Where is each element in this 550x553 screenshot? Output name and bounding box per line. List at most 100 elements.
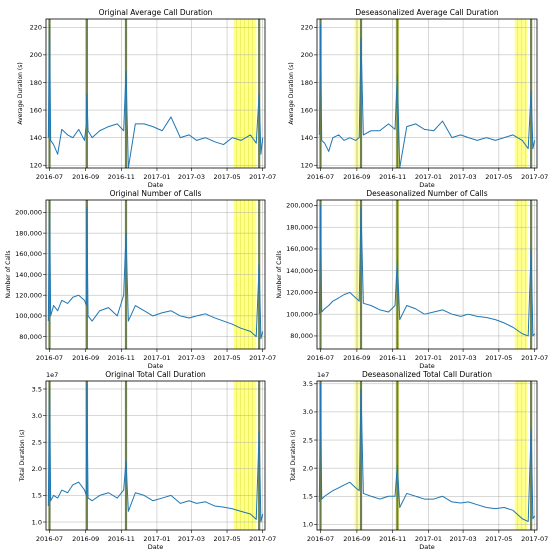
y-tick-label: 200 xyxy=(30,51,42,59)
y-tick-label: 220 xyxy=(30,24,42,32)
series-line xyxy=(47,201,264,340)
chart-title: Deseasonalized Total Call Duration xyxy=(362,370,492,379)
x-tick-label: 2017-05 xyxy=(485,354,512,362)
x-tick-label: 2016-07 xyxy=(307,354,334,362)
y-tick-label: 100,000 xyxy=(15,312,42,320)
y-tick-label: 3.5 xyxy=(303,380,313,388)
x-tick-label: 2017-05 xyxy=(485,173,512,181)
chart-panel-3: 2016-07 2016-09 2016-11 2017-01 2017-03 2017-… xyxy=(5,189,276,370)
x-tick-label: 2017-07 xyxy=(249,354,276,362)
y-tick-label: 2.0 xyxy=(32,465,42,473)
x-tick-label: 2016-11 xyxy=(379,354,406,362)
chart-title: Original Total Call Duration xyxy=(105,370,206,379)
x-tick-label: 2017-05 xyxy=(485,535,512,543)
x-tick-label: 2017-03 xyxy=(178,535,205,543)
y-axis-label: Total Duration (s) xyxy=(19,430,26,483)
x-tick-label: 2016-07 xyxy=(307,173,334,181)
series-line xyxy=(318,383,536,523)
highlight-band xyxy=(514,381,528,530)
x-tick-label: 2017-01 xyxy=(143,173,170,181)
highlight-band xyxy=(233,381,257,530)
y-tick-label: 1.0 xyxy=(303,521,313,529)
y-tick-label: 120,000 xyxy=(286,289,313,297)
x-tick-label: 2016-07 xyxy=(307,535,334,543)
y-tick-label: 140 xyxy=(30,134,42,142)
chart-panel-6: 2016-07 2016-09 2016-11 2017-01 2017-03 2017-… xyxy=(290,370,548,551)
x-tick-label: 2016-09 xyxy=(72,354,99,362)
y-tick-label: 180 xyxy=(30,79,42,87)
x-tick-label: 2017-07 xyxy=(521,354,548,362)
chart-panel-1: 2016-07 2016-09 2016-11 2017-01 2017-03 2017-… xyxy=(17,8,276,189)
series-line xyxy=(318,204,536,337)
x-tick-label: 2016-09 xyxy=(72,535,99,543)
y-tick-label: 220 xyxy=(301,24,313,32)
x-tick-label: 2017-05 xyxy=(213,173,240,181)
x-tick-label: 2017-01 xyxy=(143,535,170,543)
x-tick-label: 2017-03 xyxy=(449,354,476,362)
chart-title: Deseasonalized Number of Calls xyxy=(366,189,487,198)
y-tick-label: 1.5 xyxy=(32,492,42,500)
y-tick-label: 3.5 xyxy=(32,385,42,393)
x-tick-label: 2017-05 xyxy=(213,535,240,543)
x-tick-label: 2016-07 xyxy=(36,173,63,181)
chart-panel-4: 2016-07 2016-09 2016-11 2017-01 2017-03 2017-… xyxy=(276,189,548,370)
y-tick-label: 180,000 xyxy=(286,223,313,231)
y-tick-label: 120 xyxy=(301,162,313,170)
chart-panel-2: 2016-07 2016-09 2016-11 2017-01 2017-03 2017-… xyxy=(288,8,548,189)
y-tick-label: 200,000 xyxy=(286,202,313,210)
series-line xyxy=(47,24,264,168)
y-axis-label: Number of Calls xyxy=(5,250,12,298)
x-tick-label: 2016-11 xyxy=(108,173,135,181)
x-tick-label: 2017-01 xyxy=(143,354,170,362)
x-tick-label: 2017-03 xyxy=(449,535,476,543)
y-tick-label: 80,000 xyxy=(290,332,313,340)
y-tick-label: 120 xyxy=(30,162,42,170)
x-tick-label: 2016-09 xyxy=(72,173,99,181)
highlight-band xyxy=(514,19,528,168)
x-axis-label: Date xyxy=(419,181,435,189)
y-tick-label: 160,000 xyxy=(15,250,42,258)
y-tick-label: 180,000 xyxy=(15,229,42,237)
y-axis-label: Number of Calls xyxy=(276,250,283,298)
highlight-band xyxy=(514,200,528,349)
y-tick-label: 160 xyxy=(301,106,313,114)
chart-title: Original Average Call Duration xyxy=(99,8,213,17)
y-tick-label: 2.5 xyxy=(303,436,313,444)
highlight-band xyxy=(233,19,257,168)
x-axis-label: Date xyxy=(148,362,164,370)
chart-panel-5: 2016-07 2016-09 2016-11 2017-01 2017-03 2017-… xyxy=(19,370,276,551)
x-tick-label: 2016-11 xyxy=(108,354,135,362)
x-tick-label: 2016-09 xyxy=(343,535,370,543)
y-axis-label: Average Duration (s) xyxy=(17,62,24,124)
y-tick-label: 1.5 xyxy=(303,493,313,501)
y-tick-label: 120,000 xyxy=(15,291,42,299)
y-tick-label: 2.5 xyxy=(32,438,42,446)
y-tick-label: 200 xyxy=(301,51,313,59)
y-axis-label: Average Duration (s) xyxy=(288,62,295,124)
x-tick-label: 2016-07 xyxy=(36,535,63,543)
series-line xyxy=(318,24,536,168)
y-tick-label: 100,000 xyxy=(286,310,313,318)
x-tick-label: 2017-03 xyxy=(178,173,205,181)
x-tick-label: 2016-11 xyxy=(379,173,406,181)
x-axis-label: Date xyxy=(148,543,164,551)
x-tick-label: 2016-09 xyxy=(343,173,370,181)
y-axis-label: Total Duration (s) xyxy=(290,430,297,483)
x-tick-label: 2016-09 xyxy=(343,354,370,362)
y-tick-label: 140 xyxy=(301,134,313,142)
x-axis-label: Date xyxy=(148,181,164,189)
chart-title: Deseasonalized Average Call Duration xyxy=(355,8,499,17)
y-tick-label: 160,000 xyxy=(286,245,313,253)
x-axis-label: Date xyxy=(419,543,435,551)
y-offset-label: 1e7 xyxy=(317,371,329,379)
x-tick-label: 2016-07 xyxy=(36,354,63,362)
plot-frame xyxy=(316,380,538,531)
x-tick-label: 2017-07 xyxy=(521,535,548,543)
x-tick-label: 2017-01 xyxy=(415,535,442,543)
x-tick-label: 2017-01 xyxy=(415,354,442,362)
x-axis-label: Date xyxy=(419,362,435,370)
plot-frame xyxy=(45,18,266,169)
y-tick-label: 2.0 xyxy=(303,464,313,472)
highlight-band xyxy=(354,200,359,349)
